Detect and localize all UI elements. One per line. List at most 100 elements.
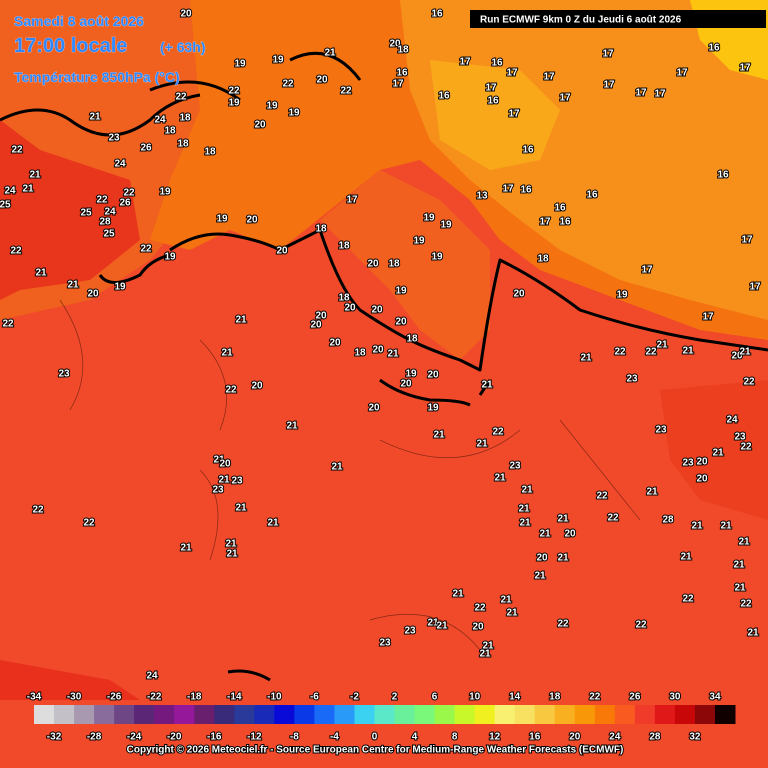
temperature-label: 24 bbox=[146, 671, 158, 682]
temperature-label: 21 bbox=[739, 347, 751, 358]
temperature-label: 19 bbox=[114, 282, 126, 293]
temperature-label: 18 bbox=[338, 241, 350, 252]
colorbar-tick-label: 20 bbox=[569, 732, 581, 743]
temperature-label: 24 bbox=[104, 207, 116, 218]
temperature-label: 23 bbox=[231, 476, 243, 487]
colorbar-tick-label: -16 bbox=[207, 732, 222, 743]
temperature-label: 24 bbox=[154, 115, 166, 126]
temperature-label: 22 bbox=[557, 619, 569, 630]
temperature-label: 25 bbox=[80, 208, 92, 219]
temperature-label: 28 bbox=[99, 217, 111, 228]
temperature-label: 21 bbox=[427, 618, 439, 629]
temperature-label: 23 bbox=[734, 432, 746, 443]
temperature-label: 18 bbox=[177, 139, 189, 150]
temperature-label: 21 bbox=[580, 353, 592, 364]
temperature-label: 21 bbox=[656, 340, 668, 351]
temperature-label: 25 bbox=[0, 200, 11, 211]
colorbar-swatch bbox=[194, 705, 215, 724]
colorbar-swatch bbox=[434, 705, 456, 724]
temperature-label: 16 bbox=[708, 43, 720, 54]
colorbar-tick-label: -20 bbox=[167, 732, 182, 743]
temperature-label: 20 bbox=[276, 246, 288, 257]
temperature-label: 22 bbox=[140, 244, 152, 255]
temperature-label: 20 bbox=[251, 381, 263, 392]
temperature-label: 26 bbox=[140, 143, 152, 154]
temperature-label: 19 bbox=[272, 55, 284, 66]
temperature-label: 16 bbox=[586, 190, 598, 201]
temperature-label: 22 bbox=[123, 188, 135, 199]
temperature-label: 21 bbox=[518, 504, 530, 515]
temperature-label: 21 bbox=[646, 487, 658, 498]
colorbar-tick-label: -10 bbox=[267, 692, 282, 703]
temperature-label: 17 bbox=[346, 195, 358, 206]
colorbar-swatch bbox=[534, 705, 556, 724]
colorbar-swatch bbox=[54, 705, 75, 724]
colorbar-tick-label: 22 bbox=[589, 692, 601, 703]
temperature-label: 21 bbox=[29, 170, 41, 181]
temperature-label: 22 bbox=[340, 86, 352, 97]
temperature-label: 17 bbox=[635, 88, 647, 99]
temperature-label: 16 bbox=[438, 91, 450, 102]
temperature-label: 16 bbox=[520, 185, 532, 196]
temperature-label: 13 bbox=[476, 191, 488, 202]
temperature-label: 19 bbox=[234, 59, 246, 70]
temperature-label: 20 bbox=[368, 403, 380, 414]
temperature-label: 23 bbox=[655, 425, 667, 436]
colorbar-tick-label: 4 bbox=[412, 732, 418, 743]
temperature-label: 20 bbox=[427, 370, 439, 381]
temperature-label: 17 bbox=[702, 312, 714, 323]
colorbar-swatch bbox=[34, 705, 55, 724]
temperature-label: 22 bbox=[645, 347, 657, 358]
temperature-label: 21 bbox=[267, 518, 279, 529]
temperature-label: 17 bbox=[506, 68, 518, 79]
temperature-label: 21 bbox=[433, 430, 445, 441]
temperature-label: 19 bbox=[228, 98, 240, 109]
colorbar-swatch bbox=[354, 705, 375, 724]
temperature-label: 21 bbox=[712, 448, 724, 459]
colorbar-tick-label: 32 bbox=[689, 732, 701, 743]
temperature-label: 21 bbox=[235, 503, 247, 514]
italy-area bbox=[320, 170, 490, 360]
colorbar-swatch bbox=[454, 705, 476, 724]
temperature-label: 20 bbox=[254, 120, 266, 131]
temperature-label: 20 bbox=[316, 75, 328, 86]
colorbar-tick-label: -6 bbox=[310, 692, 319, 703]
temperature-label: 21 bbox=[226, 549, 238, 560]
colorbar-swatch bbox=[694, 705, 716, 724]
temperature-label: 21 bbox=[235, 315, 247, 326]
map-date: Samedi 8 août 2026 bbox=[14, 13, 144, 29]
colorbar-tick-label: 24 bbox=[609, 732, 621, 743]
colorbar-swatch bbox=[654, 705, 676, 724]
temperature-label: 17 bbox=[543, 72, 555, 83]
temperature-label: 23 bbox=[379, 638, 391, 649]
temperature-label: 23 bbox=[682, 458, 694, 469]
copyright: Copyright © 2026 Meteociel.fr - Source E… bbox=[127, 745, 624, 756]
alps-east-area bbox=[430, 60, 560, 170]
temperature-label: 20 bbox=[310, 320, 322, 331]
temperature-label: 18 bbox=[406, 334, 418, 345]
temperature-label: 21 bbox=[452, 589, 464, 600]
temperature-label: 17 bbox=[641, 265, 653, 276]
temperature-label: 21 bbox=[331, 462, 343, 473]
colorbar-swatch bbox=[294, 705, 315, 724]
temperature-label: 19 bbox=[440, 220, 452, 231]
colorbar-swatch bbox=[374, 705, 396, 724]
colorbar-tick-label: 28 bbox=[649, 732, 661, 743]
temperature-label: 21 bbox=[225, 539, 237, 550]
temperature-label: 20 bbox=[246, 215, 258, 226]
temperature-label: 22 bbox=[740, 442, 752, 453]
colorbar-tick-label: -18 bbox=[187, 692, 202, 703]
temperature-label: 20 bbox=[395, 317, 407, 328]
colorbar-tick-label: 0 bbox=[372, 732, 378, 743]
temperature-label: 20 bbox=[367, 259, 379, 270]
temperature-label: 21 bbox=[89, 112, 101, 123]
temperature-label: 23 bbox=[626, 374, 638, 385]
temperature-label: 17 bbox=[502, 184, 514, 195]
temperature-label: 22 bbox=[607, 513, 619, 524]
temperature-label: 20 bbox=[564, 529, 576, 540]
temperature-label: 21 bbox=[22, 184, 34, 195]
temperature-label: 21 bbox=[494, 473, 506, 484]
colorbar-tick-label: -24 bbox=[127, 732, 142, 743]
temperature-label: 21 bbox=[180, 543, 192, 554]
temperature-label: 19 bbox=[423, 213, 435, 224]
